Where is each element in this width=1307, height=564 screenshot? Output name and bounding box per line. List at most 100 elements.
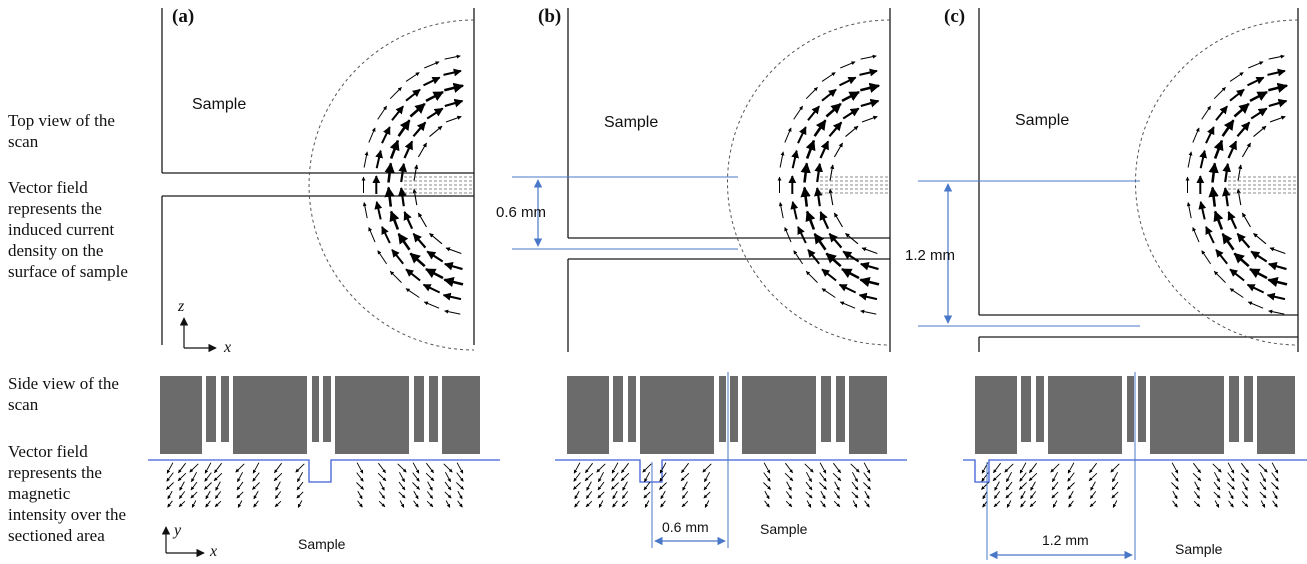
vector-arrow (784, 127, 792, 143)
vector-arrow (864, 500, 870, 508)
vector-arrow (1199, 149, 1208, 169)
vector-arrow (445, 500, 451, 508)
probe-element (628, 376, 636, 442)
vector-arrow (273, 472, 283, 482)
vector-arrow (413, 490, 419, 500)
vector-arrow (825, 252, 842, 268)
panel-a-side-sample-label: Sample (298, 536, 346, 552)
vector-arrow (1250, 250, 1268, 263)
vector-arrow (584, 472, 594, 482)
vector-arrow (1267, 261, 1287, 271)
panel-c-sample-label: Sample (1015, 112, 1070, 129)
vector-arrow (1215, 105, 1228, 121)
probe-element (613, 376, 623, 442)
vector-arrow (405, 72, 420, 82)
vector-arrow (189, 463, 199, 473)
vector-arrow (1051, 491, 1059, 499)
vector-arrow (1208, 186, 1219, 207)
vector-arrow (1229, 72, 1244, 82)
vector-arrow (397, 119, 411, 137)
coil-outline (308, 19, 475, 351)
vector-arrow (621, 491, 629, 499)
vector-arrow (805, 491, 813, 499)
vector-arrow (845, 125, 859, 138)
vector-arrow (785, 462, 793, 474)
vector-arrow (1236, 188, 1242, 206)
vector-arrow (704, 471, 710, 483)
vector-arrow (1201, 250, 1212, 265)
vector-arrow (427, 481, 433, 491)
panel-b-sample-label: Sample (604, 114, 659, 131)
vector-arrow (426, 250, 444, 263)
vector-arrow (1215, 249, 1228, 265)
vector-arrow (864, 490, 870, 500)
probe-element (975, 376, 1017, 454)
vector-arrow (841, 267, 860, 280)
vector-arrow (805, 210, 816, 230)
vector-arrow (1020, 500, 1026, 508)
vector-arrow (1271, 462, 1279, 474)
vector-arrow (660, 500, 666, 508)
vector-arrow (1267, 68, 1286, 77)
vector-arrow (425, 90, 444, 103)
vector-arrow (681, 500, 689, 508)
vector-arrow (178, 500, 186, 508)
vector-arrow (1228, 500, 1234, 508)
vector-arrow (845, 232, 859, 245)
vector-arrow (1068, 490, 1074, 500)
vector-arrow (1233, 252, 1250, 268)
vector-arrow (833, 500, 841, 508)
vector-arrow (1268, 309, 1285, 315)
vector-arrow (621, 462, 629, 474)
vector-arrow (1227, 482, 1235, 490)
probe-element (1257, 376, 1295, 454)
vector-arrow (363, 151, 369, 168)
vector-arrow (833, 462, 841, 474)
vector-arrow (274, 491, 282, 499)
vector-arrow (834, 481, 840, 491)
vector-arrow (1227, 462, 1235, 474)
vector-arrow (204, 462, 212, 474)
vector-arrow (829, 164, 835, 181)
vector-arrow (828, 121, 843, 138)
vector-arrow (374, 201, 383, 220)
vector-arrow (444, 54, 461, 60)
vector-arrow (1050, 463, 1060, 473)
vector-arrow (1213, 491, 1221, 499)
vector-arrow (764, 500, 770, 508)
vector-arrow (378, 462, 386, 474)
vector-arrow (356, 482, 364, 490)
vector-arrow (166, 462, 174, 474)
vector-arrow (456, 472, 464, 482)
vector-arrow (1228, 490, 1234, 500)
vector-arrow (412, 462, 420, 474)
vector-arrow (1246, 283, 1265, 294)
vector-arrow (426, 500, 434, 508)
vector-arrow (237, 471, 243, 483)
vector-arrow (166, 482, 174, 490)
vector-arrow (417, 142, 427, 158)
vector-arrow (598, 500, 604, 508)
vector-arrow (426, 491, 434, 499)
vector-arrow (1192, 472, 1202, 482)
vector-arrow (598, 471, 604, 483)
vector-arrow (1229, 88, 1245, 102)
vector-arrow (1171, 462, 1179, 474)
coil-outline (1135, 19, 1299, 346)
vector-arrow (1267, 82, 1289, 93)
vector-arrow (763, 482, 771, 490)
top-axis-symbol (179, 317, 217, 353)
vector-arrow (1259, 491, 1267, 499)
vector-arrow (1241, 491, 1249, 499)
vector-arrow (252, 482, 260, 490)
vector-arrow (381, 226, 391, 244)
vector-arrow (190, 481, 198, 491)
panel-a-top-view (161, 8, 475, 351)
vector-arrow (443, 463, 453, 473)
side-view-label: Side view of the scan (8, 374, 119, 414)
vector-arrow (1249, 267, 1268, 280)
vector-arrow (398, 491, 406, 499)
vector-arrow (820, 490, 826, 500)
vector-arrow (397, 187, 407, 207)
vector-arrow (295, 463, 305, 473)
